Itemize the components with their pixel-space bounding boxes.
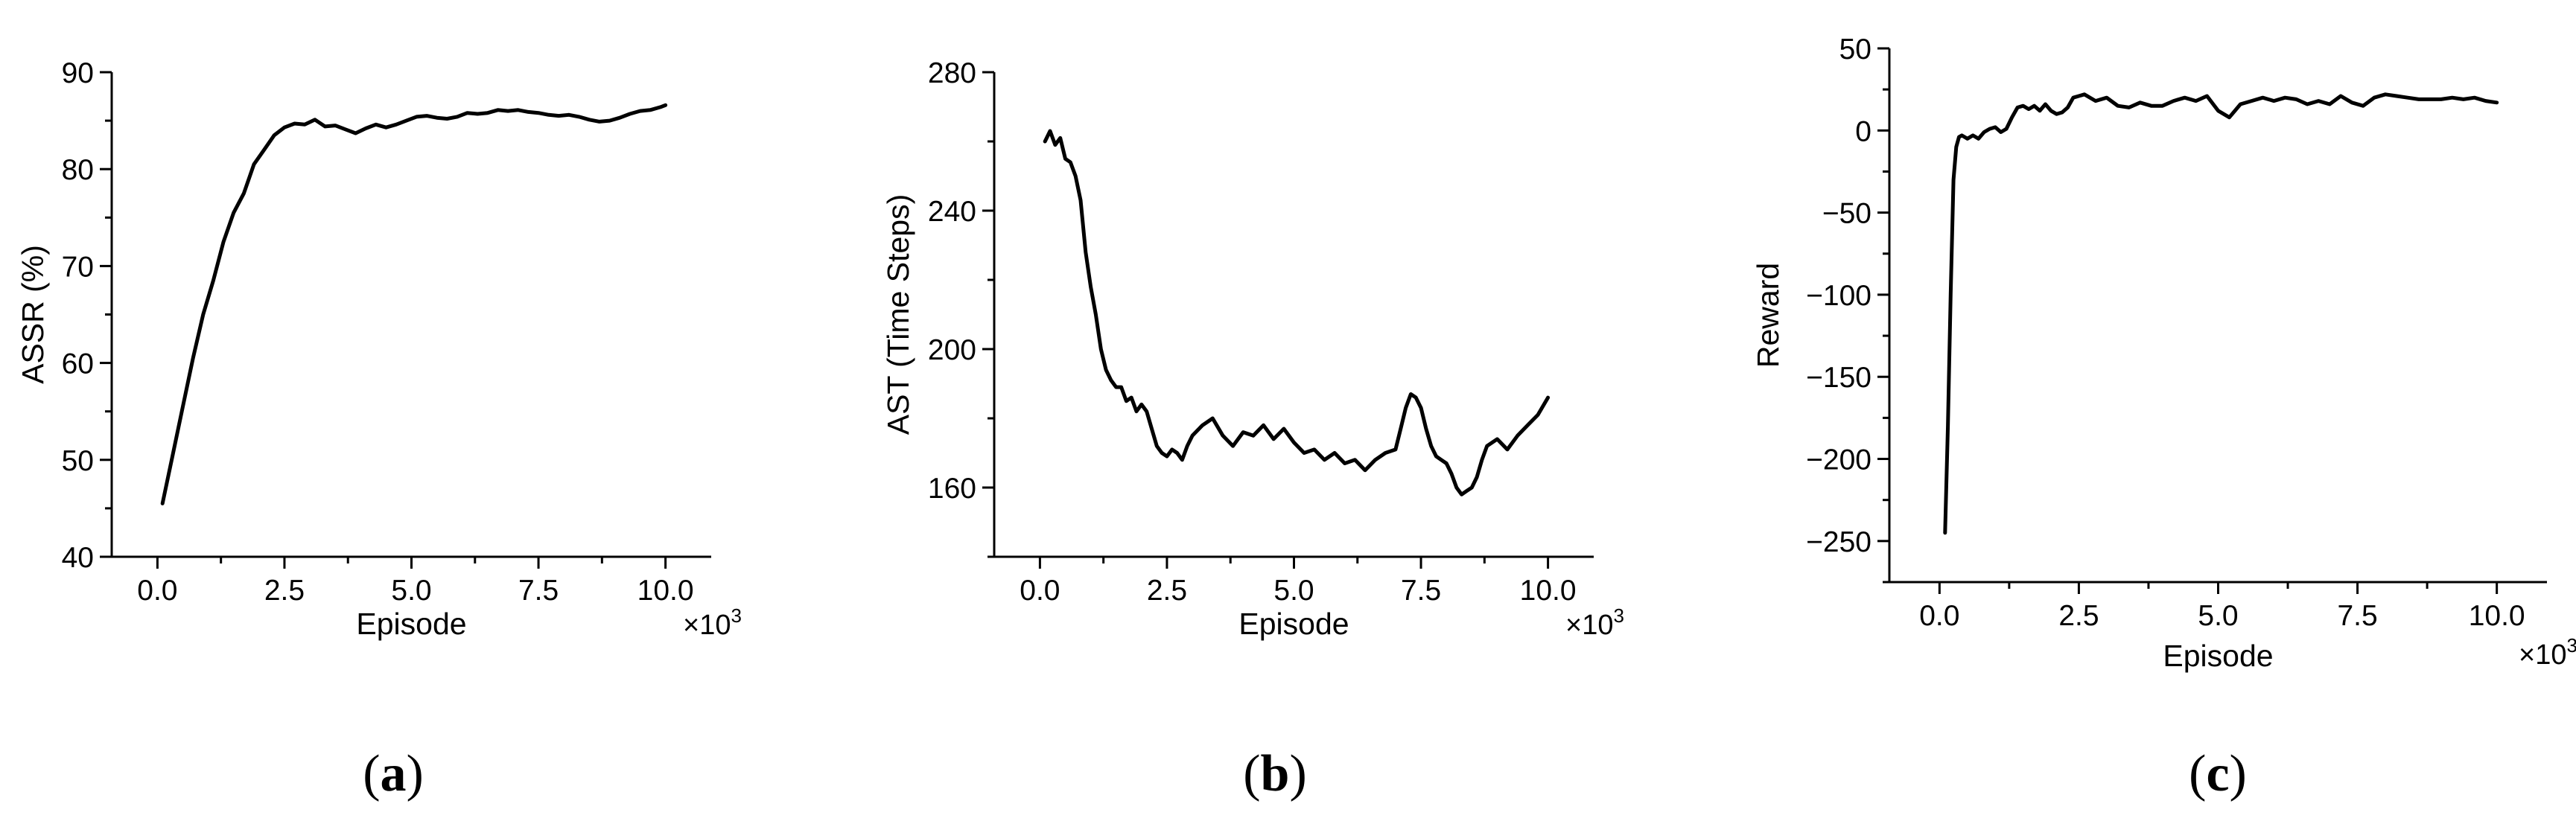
x-tick-label: 7.5 [1401,575,1441,607]
y-tick-label: 160 [928,473,976,505]
y-tick-label: 60 [62,348,94,380]
chart-panel-b: 0.0 2.5 5.0 7.5 10.0 160 200 240 280 Episode AST (… [881,57,1624,802]
x-tick-label: 10.0 [2469,600,2525,632]
panel-label-b: (b) [1243,745,1307,802]
x-multiplier: ×103 [2519,634,2576,671]
y-tick-label: 200 [928,334,976,366]
x-tick-label: 2.5 [1147,575,1187,607]
y-tick-label: 80 [62,154,94,186]
x-tick-label: 2.5 [264,575,305,607]
x-tick-label: 7.5 [518,575,559,607]
panel-label-c: (c) [2189,745,2247,802]
y-tick-label: −50 [1822,198,1871,230]
chart-panel-c: 0.0 2.5 5.0 7.5 10.0 −250 −200 −150 −100 −50 0 50 Ep… [1751,33,2576,802]
y-tick-label: 0 [1855,115,1871,147]
x-tick-label: 2.5 [2058,600,2099,632]
y-tick-label: −150 [1806,362,1871,394]
y-tick-label: −200 [1806,444,1871,476]
x-tick-label: 5.0 [2198,600,2238,632]
x-axis-title: Episode [1238,607,1349,641]
x-tick-label: 5.0 [391,575,431,607]
x-tick-label: 10.0 [637,575,694,607]
x-multiplier: ×103 [683,604,742,641]
x-axis-title: Episode [2163,639,2273,673]
x-tick-label: 10.0 [1520,575,1577,607]
series-line-c-0 [1943,92,2499,535]
y-tick-label: 240 [928,196,976,228]
x-tick-label: 0.0 [1020,575,1060,607]
y-tick-label: 70 [62,251,94,283]
y-tick-label: 50 [1839,33,1871,66]
x-tick-label: 5.0 [1273,575,1314,607]
chart-panel-a: 0.0 2.5 5.0 7.5 10.0 40 50 60 70 80 90 Episode ASSR … [16,57,742,802]
series-line-a-0 [160,103,668,505]
y-axis-title: ASSR (%) [16,245,50,384]
y-tick-label: 90 [62,57,94,89]
x-tick-label: 7.5 [2337,600,2377,632]
x-multiplier: ×103 [1565,604,1624,641]
y-tick-label: −250 [1806,526,1871,558]
x-axis-title: Episode [356,607,466,641]
y-tick-label: 50 [62,445,94,477]
y-tick-label: 40 [62,542,94,574]
y-tick-label: 280 [928,57,976,89]
y-axis-title: AST (Time Steps) [881,194,915,435]
y-tick-label: −100 [1806,280,1871,312]
x-tick-label: 0.0 [1919,600,1959,632]
y-axis-title: Reward [1751,263,1785,368]
series-line-b-0 [1043,129,1551,496]
panel-label-a: (a) [363,745,424,802]
x-tick-label: 0.0 [137,575,177,607]
